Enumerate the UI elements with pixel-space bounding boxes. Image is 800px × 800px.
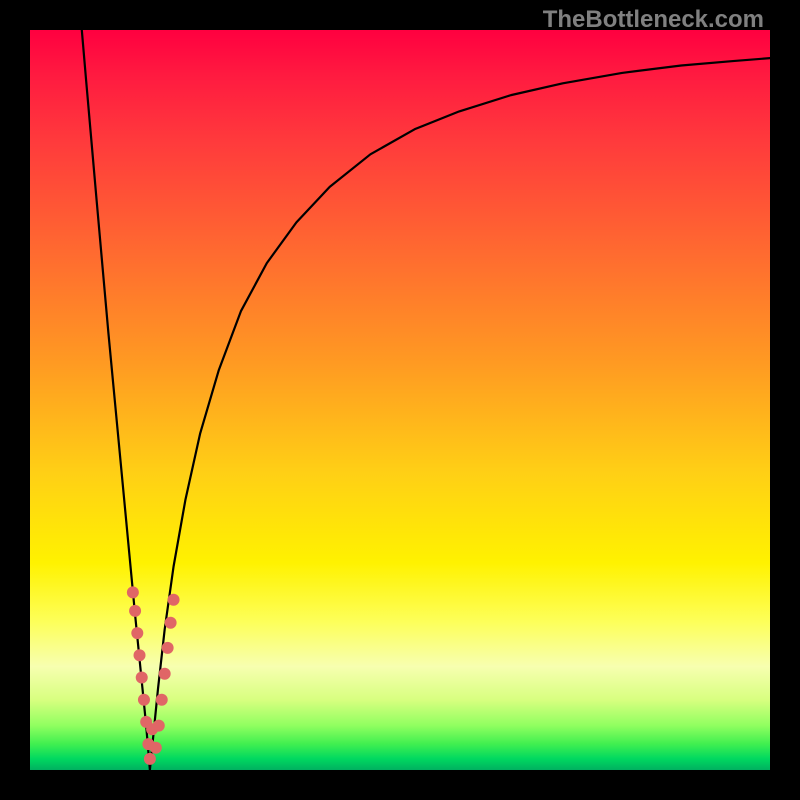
scatter-marker (144, 753, 156, 765)
scatter-marker (136, 672, 148, 684)
scatter-marker (156, 694, 168, 706)
scatter-marker (129, 605, 141, 617)
scatter-marker (138, 694, 150, 706)
scatter-marker (150, 742, 162, 754)
bottleneck-curve (82, 30, 770, 770)
scatter-marker (159, 668, 171, 680)
scatter-marker (165, 617, 177, 629)
scatter-marker (131, 627, 143, 639)
scatter-marker (168, 594, 180, 606)
canvas-outer: TheBottleneck.com (0, 0, 800, 800)
scatter-marker (127, 586, 139, 598)
scatter-marker (134, 649, 146, 661)
scatter-marker (162, 642, 174, 654)
scatter-marker (153, 720, 165, 732)
chart-svg (30, 30, 770, 770)
plot-area (30, 30, 770, 770)
